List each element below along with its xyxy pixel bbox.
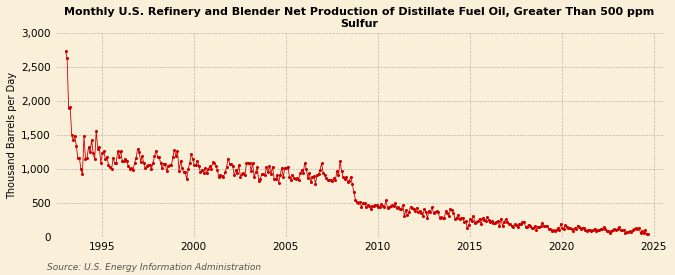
Title: Monthly U.S. Refinery and Blender Net Production of Distillate Fuel Oil, Greater: Monthly U.S. Refinery and Blender Net Pr… <box>64 7 654 29</box>
Y-axis label: Thousand Barrels per Day: Thousand Barrels per Day <box>7 72 17 199</box>
Text: Source: U.S. Energy Information Administration: Source: U.S. Energy Information Administ… <box>47 263 261 272</box>
